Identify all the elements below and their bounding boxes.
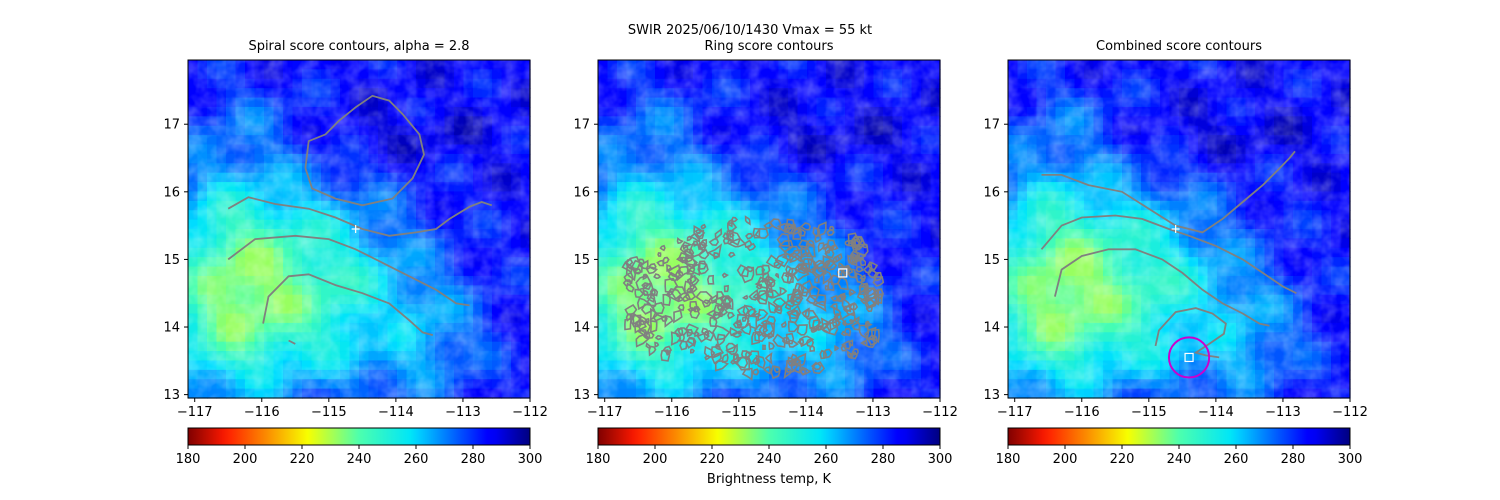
panel-2: −117 −116 −115 −114 −113 −112 13 14 15 16 17 180 200… — [573, 59, 958, 467]
x-tick-label: −112 — [1332, 405, 1368, 420]
x-tick-label: −117 — [177, 405, 213, 420]
center-plus-marker — [351, 225, 360, 233]
y-tick-label: 17 — [163, 118, 180, 133]
panel-3: −117 −116 −115 −114 −113 −112 13 14 15 16 17 180 200… — [983, 59, 1368, 467]
colorbar: 180 200 220 240 260 280 300 — [996, 427, 1363, 467]
contour-line — [1054, 248, 1270, 327]
colorbar-tick-label: 240 — [347, 452, 372, 467]
panel-title-combined: Combined score contours — [1096, 39, 1262, 54]
panel-title-spiral: Spiral score contours, alpha = 2.8 — [248, 39, 470, 54]
axes-frame — [187, 59, 531, 399]
x-tick-label: −112 — [512, 405, 548, 420]
x-tick-label: −115 — [721, 405, 757, 420]
contour-line — [1040, 214, 1297, 295]
axes-frame — [1007, 59, 1351, 399]
radius-circle-marker — [1167, 336, 1211, 379]
x-tick-label: −116 — [654, 405, 690, 420]
colorbar-tick-label: 240 — [1167, 452, 1192, 467]
y-tick-label: 17 — [573, 118, 590, 133]
colorbar-tick-label: 200 — [643, 452, 668, 467]
y-tick-label: 14 — [573, 321, 590, 336]
colorbar-label: Brightness temp, K — [706, 472, 832, 487]
y-tick-label: 17 — [983, 118, 1000, 133]
x-tick-label: −114 — [788, 405, 824, 420]
center-plus-marker — [1171, 225, 1180, 233]
y-tick-label: 14 — [163, 321, 180, 336]
y-tick-label: 16 — [573, 185, 590, 200]
colorbar-tick-label: 300 — [1338, 452, 1363, 467]
contour-line — [288, 339, 296, 345]
colorbar-tick-label: 300 — [518, 452, 543, 467]
y-tick-label: 16 — [163, 185, 180, 200]
y-tick-label: 15 — [983, 253, 1000, 268]
x-tick-label: −113 — [855, 405, 891, 420]
colorbar-tick-label: 220 — [290, 452, 315, 467]
x-tick-label: −115 — [1131, 405, 1167, 420]
contour-line — [1041, 150, 1296, 234]
ring-contour-cluster — [621, 215, 885, 381]
colorbar-tick-label: 180 — [586, 452, 611, 467]
axes-frame — [597, 59, 941, 399]
contour-line — [227, 196, 493, 237]
colorbar-tick-label: 260 — [404, 452, 429, 467]
y-tick-label: 15 — [163, 253, 180, 268]
y-tick-label: 13 — [573, 388, 590, 403]
y-tick-label: 14 — [983, 321, 1000, 336]
y-tick-label: 15 — [573, 253, 590, 268]
center-square-marker — [1184, 352, 1194, 363]
colorbar-tick-label: 180 — [176, 452, 201, 467]
x-tick-label: −114 — [378, 405, 414, 420]
colorbar-tick-label: 220 — [700, 452, 725, 467]
panel-title-ring: Ring score contours — [704, 39, 834, 54]
colorbar: 180 200 220 240 260 280 300 — [176, 427, 543, 467]
x-tick-label: −116 — [244, 405, 280, 420]
colorbar-tick-label: 260 — [814, 452, 839, 467]
x-tick-label: −117 — [997, 405, 1033, 420]
colorbar-tick-label: 200 — [233, 452, 258, 467]
contour-line — [1154, 307, 1227, 359]
colorbar-tick-label: 240 — [757, 452, 782, 467]
x-tick-label: −116 — [1064, 405, 1100, 420]
x-tick-label: −112 — [922, 405, 958, 420]
colorbar-tick-label: 260 — [1224, 452, 1249, 467]
y-tick-label: 13 — [163, 388, 180, 403]
panel-1: −117 −116 −115 −114 −113 −112 13 14 15 16 17 180 200… — [163, 59, 548, 467]
x-tick-label: −114 — [1198, 405, 1234, 420]
colorbar-tick-label: 280 — [1281, 452, 1306, 467]
colorbar-tick-label: 280 — [461, 452, 486, 467]
y-tick-label: 16 — [983, 185, 1000, 200]
contour-line — [262, 273, 434, 336]
colorbar-tick-label: 180 — [996, 452, 1021, 467]
x-tick-label: −115 — [311, 405, 347, 420]
colorbar-tick-label: 300 — [928, 452, 953, 467]
y-tick-label: 13 — [983, 388, 1000, 403]
contour-line — [227, 234, 470, 307]
x-tick-label: −113 — [1265, 405, 1301, 420]
contour-line — [304, 94, 425, 207]
colorbar-tick-label: 220 — [1110, 452, 1135, 467]
colorbar: 180 200 220 240 260 280 300 — [586, 427, 953, 467]
center-square-marker — [838, 268, 848, 278]
x-tick-label: −117 — [587, 405, 623, 420]
figure-suptitle: SWIR 2025/06/10/1430 Vmax = 55 kt — [627, 23, 873, 38]
colorbar-tick-label: 200 — [1053, 452, 1078, 467]
colorbar-tick-label: 280 — [871, 452, 896, 467]
x-tick-label: −113 — [445, 405, 481, 420]
